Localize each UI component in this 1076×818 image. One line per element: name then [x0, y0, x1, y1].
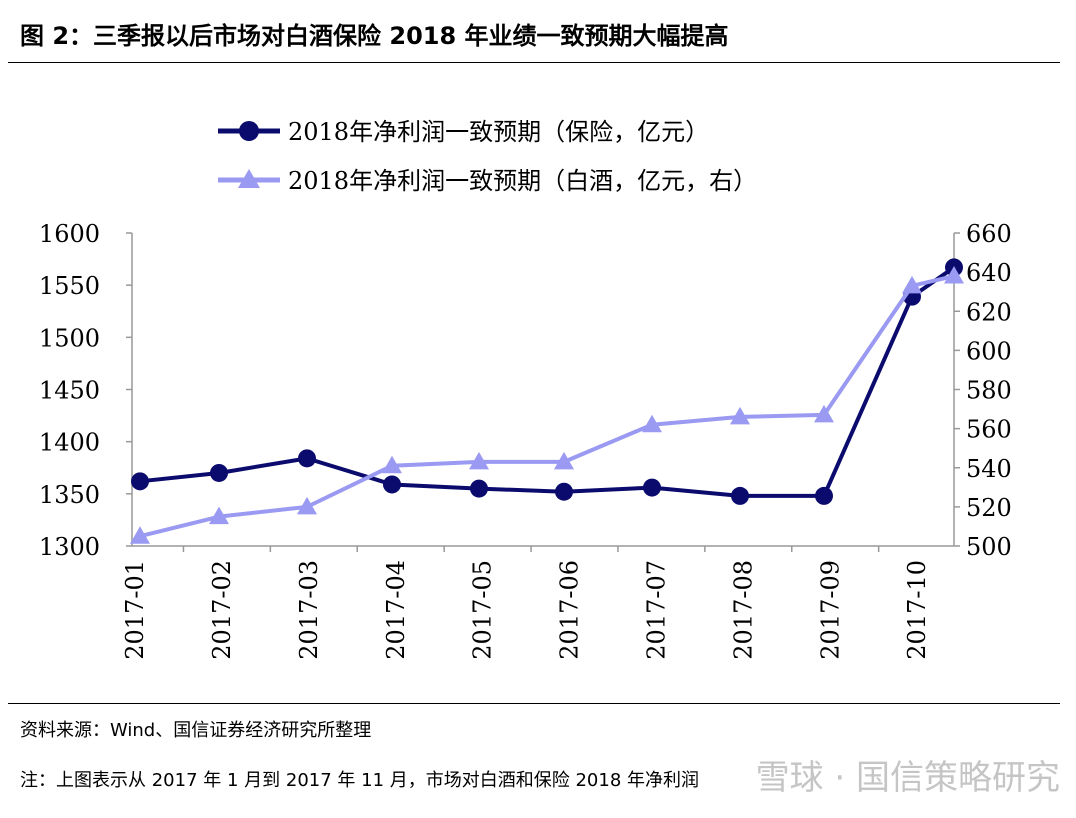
data-point-circle [131, 472, 149, 491]
data-point-triangle [382, 455, 402, 474]
data-point-triangle [130, 526, 150, 544]
y-left-tick-label: 1450 [39, 377, 100, 405]
y-left-tick-label: 1600 [39, 220, 100, 248]
footer-rule [8, 703, 1060, 704]
x-tick-label: 2017-08 [729, 560, 757, 660]
source-note: 资料来源：Wind、国信证券经济研究所整理 [20, 720, 372, 741]
data-point-triangle [944, 266, 964, 284]
x-tick-label: 2017-02 [208, 560, 236, 660]
data-point-triangle [469, 451, 489, 470]
x-tick-label: 2017-03 [295, 560, 323, 660]
data-point-circle [815, 486, 833, 505]
title-rule [8, 62, 1060, 63]
chart-lines [130, 258, 964, 544]
data-point-triangle [209, 506, 229, 525]
chart-legend: 2018年净利润一致预期（保险，亿元） 2018年净利润一致预期（白酒，亿元，右） [218, 118, 757, 195]
chart-axes: 1300 1350 1400 1450 1500 1550 1600 500 520 540 560… [39, 220, 1012, 660]
x-tick-label: 2017-10 [903, 560, 931, 660]
legend-label-1: 2018年净利润一致预期（保险，亿元） [288, 118, 709, 146]
watermark-logo: 雪球 · 国信策略研究 [755, 758, 1060, 798]
data-point-triangle [730, 406, 750, 425]
data-point-circle [383, 475, 401, 494]
data-point-circle [298, 449, 316, 468]
x-tick-label: 2017-09 [816, 560, 844, 660]
data-point-triangle [902, 275, 922, 294]
data-point-triangle [297, 496, 317, 515]
figure-title: 图 2：三季报以后市场对白酒保险 2018 年业绩一致预期大幅提高 [20, 22, 729, 50]
legend-marker-triangle [238, 169, 260, 188]
y-right-tick-label: 620 [966, 298, 1012, 326]
line-chart: 2018年净利润一致预期（保险，亿元） 2018年净利润一致预期（白酒，亿元，右）… [39, 118, 1012, 660]
y-left-tick-label: 1350 [39, 481, 100, 509]
y-left-tick-label: 1400 [39, 429, 100, 457]
y-right-tick-label: 540 [966, 455, 1012, 483]
y-right-tick-label: 500 [966, 533, 1012, 561]
x-tick-label: 2017-07 [643, 560, 671, 660]
data-point-circle [210, 463, 228, 482]
y-right-tick-label: 560 [966, 416, 1012, 444]
y-right-tick-label: 640 [966, 259, 1012, 287]
x-tick-label: 2017-01 [121, 560, 149, 660]
x-tick-label: 2017-04 [382, 560, 410, 660]
data-point-triangle [642, 414, 662, 433]
y-left-tick-label: 1550 [39, 272, 100, 300]
y-left-tick-label: 1300 [39, 533, 100, 561]
data-point-circle [731, 486, 749, 505]
footnote: 注：上图表示从 2017 年 1 月到 2017 年 11 月，市场对白酒和保险… [20, 770, 699, 791]
y-right-tick-label: 580 [966, 377, 1012, 405]
x-tick-label: 2017-06 [556, 560, 584, 660]
data-point-circle [555, 482, 573, 501]
legend-marker-circle [239, 121, 259, 141]
legend-label-2: 2018年净利润一致预期（白酒，亿元，右） [288, 167, 757, 195]
data-point-circle [643, 478, 661, 497]
y-right-tick-label: 660 [966, 220, 1012, 248]
data-point-triangle [554, 451, 574, 470]
y-right-tick-label: 600 [966, 337, 1012, 365]
data-point-circle [470, 479, 488, 498]
y-left-tick-label: 1500 [39, 324, 100, 352]
y-right-tick-label: 520 [966, 494, 1012, 522]
data-point-triangle [814, 404, 834, 423]
x-tick-label: 2017-05 [469, 560, 497, 660]
